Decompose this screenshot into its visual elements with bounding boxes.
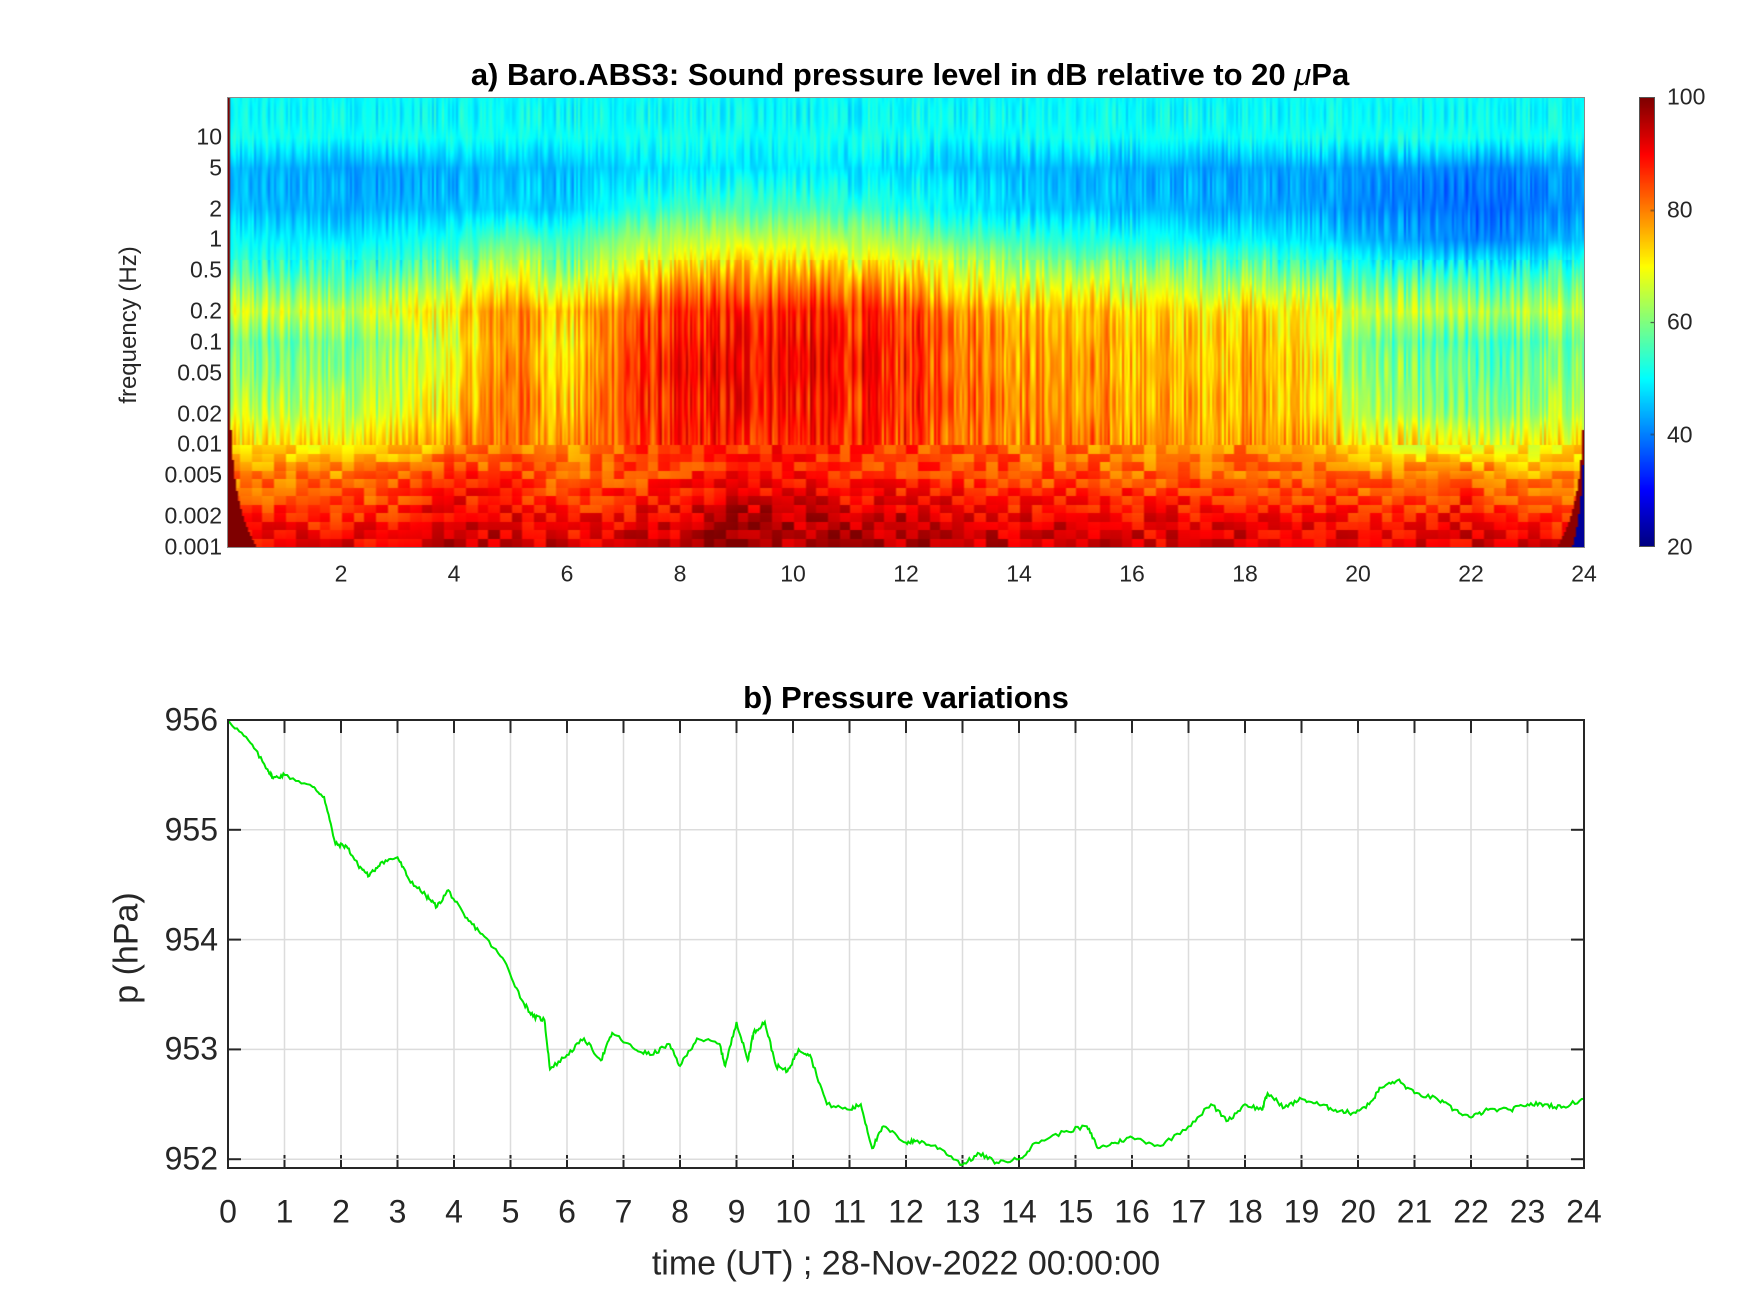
spectrogram-y-tick-label: 5 bbox=[209, 154, 222, 181]
pressure-x-tick-label: 6 bbox=[558, 1193, 576, 1230]
pressure-x-label: time (UT) ; 28-Nov-2022 00:00:00 bbox=[651, 1244, 1161, 1283]
pressure-x-tick-label: 5 bbox=[501, 1193, 520, 1230]
pressure-x-tick-label: 15 bbox=[1057, 1193, 1094, 1230]
spectrogram-y-tick-label: 1 bbox=[209, 225, 222, 252]
spectrogram-y-tick-label: 0.005 bbox=[164, 461, 222, 488]
spectrogram-y-tick-label: 0.2 bbox=[190, 297, 222, 324]
pressure-x-tick-label: 0 bbox=[219, 1193, 237, 1230]
spectrogram-title-unit: Pa bbox=[1311, 57, 1350, 92]
pressure-x-tick-label: 4 bbox=[445, 1193, 463, 1230]
pressure-x-tick-label: 12 bbox=[888, 1193, 924, 1230]
pressure-x-tick-label: 21 bbox=[1396, 1193, 1433, 1230]
pressure-title: b) Pressure variations bbox=[743, 680, 1069, 715]
pressure-y-label: p (hPa) bbox=[107, 892, 146, 1004]
pressure-y-tick-label: 955 bbox=[164, 811, 218, 848]
pressure-y-tick-label: 956 bbox=[164, 701, 218, 738]
pressure-x-tick-label: 8 bbox=[671, 1193, 689, 1230]
spectrogram-x-tick-label: 20 bbox=[1345, 560, 1371, 587]
spectrogram-y-tick-label: 0.05 bbox=[177, 359, 222, 386]
pressure-x-tick-label: 10 bbox=[775, 1193, 811, 1230]
pressure-x-tick-label: 18 bbox=[1227, 1193, 1263, 1230]
spectrogram-y-tick-label: 2 bbox=[209, 195, 222, 222]
colorbar-tick-label: 100 bbox=[1667, 83, 1706, 110]
colorbar bbox=[1639, 97, 1655, 547]
spectrogram-x-tick-label: 14 bbox=[1006, 560, 1032, 587]
spectrogram-x-tick-label: 2 bbox=[334, 560, 348, 587]
pressure-x-tick-label: 16 bbox=[1114, 1193, 1150, 1230]
spectrogram-y-tick-label: 0.5 bbox=[190, 256, 222, 283]
spectrogram-y-tick-label: 0.002 bbox=[164, 502, 222, 529]
pressure-x-tick-label: 3 bbox=[388, 1193, 407, 1230]
spectrogram-x-tick-label: 12 bbox=[893, 560, 919, 587]
pressure-x-tick-label: 14 bbox=[1001, 1193, 1037, 1230]
pressure-x-tick-label: 2 bbox=[332, 1193, 350, 1230]
spectrogram-x-tick-label: 10 bbox=[780, 560, 806, 587]
spectrogram-y-tick-label: 0.001 bbox=[164, 533, 222, 560]
pressure-x-tick-label: 22 bbox=[1453, 1193, 1489, 1230]
spectrogram-x-tick-label: 22 bbox=[1458, 560, 1484, 587]
pressure-y-tick-label: 953 bbox=[164, 1030, 218, 1067]
spectrogram-title-mu: μ bbox=[1294, 57, 1312, 92]
pressure-x-tick-label: 11 bbox=[832, 1193, 867, 1230]
pressure-y-tick-label: 954 bbox=[164, 921, 218, 958]
colorbar-tick-label: 80 bbox=[1667, 196, 1693, 222]
pressure-line bbox=[227, 719, 1585, 1167]
pressure-x-tick-label: 17 bbox=[1170, 1193, 1207, 1230]
spectrogram-y-tick-label: 0.1 bbox=[190, 328, 222, 355]
pressure-axes-frame bbox=[227, 719, 1585, 1169]
spectrogram-x-tick-label: 8 bbox=[673, 560, 687, 587]
pressure-x-tick-label: 19 bbox=[1283, 1193, 1320, 1230]
pressure-x-tick-label: 1 bbox=[275, 1193, 294, 1230]
spectrogram-x-tick-label: 6 bbox=[560, 560, 574, 587]
colorbar-tick-label: 60 bbox=[1667, 308, 1693, 335]
spectrogram-heatmap bbox=[228, 98, 1584, 547]
pressure-x-tick-label: 7 bbox=[614, 1193, 633, 1230]
spectrogram-y-tick-label: 0.02 bbox=[177, 400, 222, 427]
spectrogram-y-tick-label: 10 bbox=[196, 123, 222, 150]
pressure-x-tick-label: 9 bbox=[727, 1193, 746, 1230]
spectrogram-x-tick-label: 4 bbox=[447, 560, 461, 587]
pressure-x-tick-label: 23 bbox=[1509, 1193, 1546, 1230]
pressure-x-tick-label: 20 bbox=[1340, 1193, 1376, 1230]
colorbar-tick-label: 20 bbox=[1667, 533, 1693, 560]
spectrogram-x-tick-label: 16 bbox=[1119, 560, 1145, 587]
pressure-x-tick-label: 13 bbox=[944, 1193, 981, 1230]
pressure-x-tick-label: 24 bbox=[1566, 1193, 1602, 1230]
spectrogram-title-text: a) Baro.ABS3: Sound pressure level in dB… bbox=[470, 57, 1295, 92]
pressure-y-tick-label: 952 bbox=[164, 1140, 218, 1177]
spectrogram-y-tick-label: 0.01 bbox=[177, 430, 222, 457]
spectrogram-x-tick-label: 24 bbox=[1571, 560, 1597, 587]
spectrogram-title: a) Baro.ABS3: Sound pressure level in dB… bbox=[471, 57, 1349, 93]
spectrogram-x-tick-label: 18 bbox=[1232, 560, 1258, 587]
colorbar-tick-label: 40 bbox=[1667, 421, 1693, 447]
